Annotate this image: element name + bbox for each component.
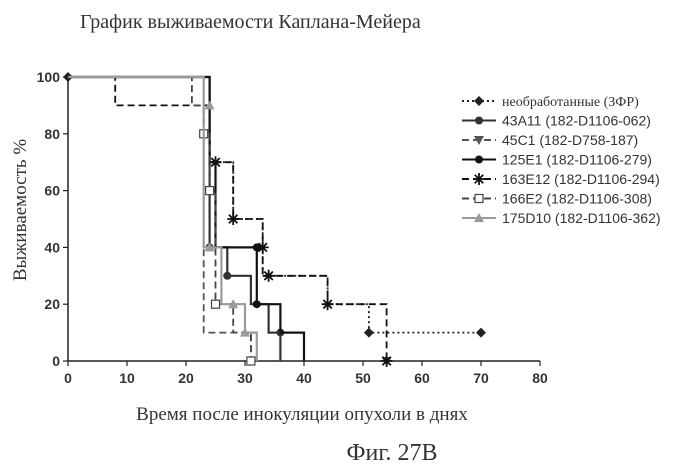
- legend-label: 45C1 (182-D758-187): [502, 132, 638, 148]
- series-point: [212, 300, 220, 308]
- legend-marker: [474, 96, 484, 106]
- legend-item: 166E2 (182-D1106-308): [462, 191, 652, 207]
- series-point: [206, 187, 214, 195]
- x-tick-label: 30: [237, 370, 253, 386]
- legend-label: 125E1 (182-D1106-279): [502, 152, 652, 168]
- chart-title: График выживаемости Каплана-Мейера: [80, 11, 421, 33]
- x-tick-label: 70: [473, 370, 489, 386]
- series-point: [381, 355, 393, 367]
- series-6: [68, 77, 255, 365]
- series-point: [210, 156, 222, 168]
- series-line: [68, 77, 251, 361]
- legend-item: необработанные (ЗФР): [462, 95, 639, 110]
- legend-marker: [475, 195, 483, 203]
- legend-label: 175D10 (182-D1106-362): [502, 210, 661, 226]
- legend-marker: [475, 117, 483, 125]
- legend-label: 166E2 (182-D1106-308): [502, 191, 652, 207]
- y-tick-label: 100: [37, 69, 61, 85]
- legend-label: необработанные (ЗФР): [502, 95, 639, 110]
- x-tick-label: 50: [355, 370, 371, 386]
- legend-marker: [475, 156, 483, 164]
- x-tick-label: 10: [119, 370, 135, 386]
- series-5: [68, 77, 393, 367]
- legend-item: 125E1 (182-D1106-279): [462, 152, 652, 168]
- y-tick-label: 40: [44, 239, 60, 255]
- figure-caption: Фиг. 27B: [347, 440, 438, 466]
- x-tick-label: 40: [296, 370, 312, 386]
- y-tick-label: 60: [44, 183, 60, 199]
- legend-item: 163E12 (182-D1106-294): [462, 171, 660, 187]
- series-point: [253, 300, 261, 308]
- series-point: [227, 213, 239, 225]
- series-group: [63, 72, 486, 367]
- series-point: [247, 357, 255, 365]
- y-tick-label: 20: [44, 296, 60, 312]
- x-tick-label: 60: [414, 370, 430, 386]
- x-axis-label: Время после инокуляции опухоли в днях: [136, 404, 468, 425]
- series-point: [322, 298, 334, 310]
- legend-item: 175D10 (182-D1106-362): [462, 210, 661, 226]
- series-point: [257, 241, 269, 253]
- x-tick-label: 20: [178, 370, 194, 386]
- y-axis-label: Выживаемость %: [10, 139, 31, 281]
- y-tick-label: 0: [52, 353, 60, 369]
- legend-label: 163E12 (182-D1106-294): [502, 171, 660, 187]
- legend-marker: [473, 173, 485, 185]
- series-line: [68, 77, 251, 361]
- series-point: [364, 328, 374, 338]
- series-point: [476, 328, 486, 338]
- series-point: [263, 270, 275, 282]
- axes: 0 10 20 30 40 50 60 70 80 0 20 40 60 80 100: [37, 69, 548, 386]
- legend-item: 43A11 (182-D1106-062): [462, 113, 651, 129]
- legend: необработанные (ЗФР) 43A11 (182-D1106-062…: [462, 95, 661, 226]
- x-tick-label: 0: [64, 370, 72, 386]
- series-point: [223, 272, 231, 280]
- series-line: [68, 77, 481, 333]
- y-tick-label: 80: [44, 126, 60, 142]
- series-1: [63, 72, 486, 338]
- legend-item: 45C1 (182-D758-187): [462, 132, 638, 148]
- x-tick-label: 80: [532, 370, 548, 386]
- legend-label: 43A11 (182-D1106-062): [502, 113, 651, 129]
